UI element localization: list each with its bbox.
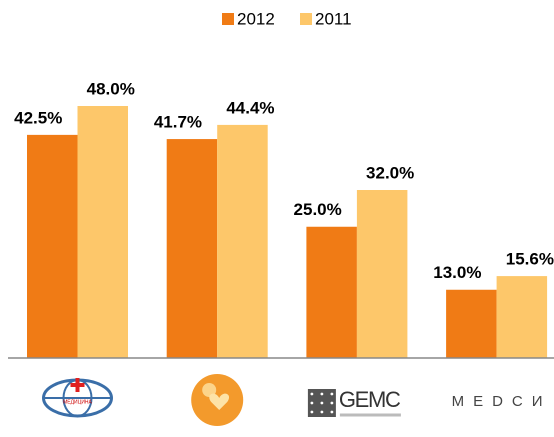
data-label: 44.4% <box>226 98 274 117</box>
legend-swatch <box>222 13 234 25</box>
logo-cross <box>75 378 80 392</box>
bar <box>77 106 128 358</box>
data-label: 32.0% <box>366 163 414 182</box>
legend-label: 2011 <box>315 9 352 28</box>
logo-star <box>330 401 334 405</box>
logo-star <box>310 401 314 405</box>
logo-star <box>320 401 324 405</box>
bar <box>306 226 357 358</box>
logo-star <box>330 410 334 414</box>
legend-label: 2012 <box>237 9 275 28</box>
bar <box>27 134 78 358</box>
data-label: 13.0% <box>433 263 481 282</box>
bar <box>166 139 218 358</box>
logo-star <box>310 410 314 414</box>
legend-swatch <box>300 13 312 25</box>
data-label: 41.7% <box>154 113 202 132</box>
data-label: 15.6% <box>506 250 554 269</box>
bar <box>496 276 548 358</box>
logo-text: МЕДИЦИНА <box>63 399 92 405</box>
bar <box>446 289 497 358</box>
bar <box>217 124 268 359</box>
data-label: 25.0% <box>294 200 342 219</box>
logo-text: MEDCИ <box>452 393 552 410</box>
logo-orange <box>202 383 217 397</box>
data-label: 42.5% <box>14 108 62 127</box>
logo-text: GEMC <box>339 387 401 412</box>
bar <box>356 190 408 358</box>
data-label: 48.0% <box>87 79 135 98</box>
logo-star <box>310 392 314 396</box>
logo-heart <box>209 393 230 410</box>
logo-star <box>320 410 324 414</box>
logo-star <box>320 392 324 396</box>
logo-star <box>330 392 334 396</box>
